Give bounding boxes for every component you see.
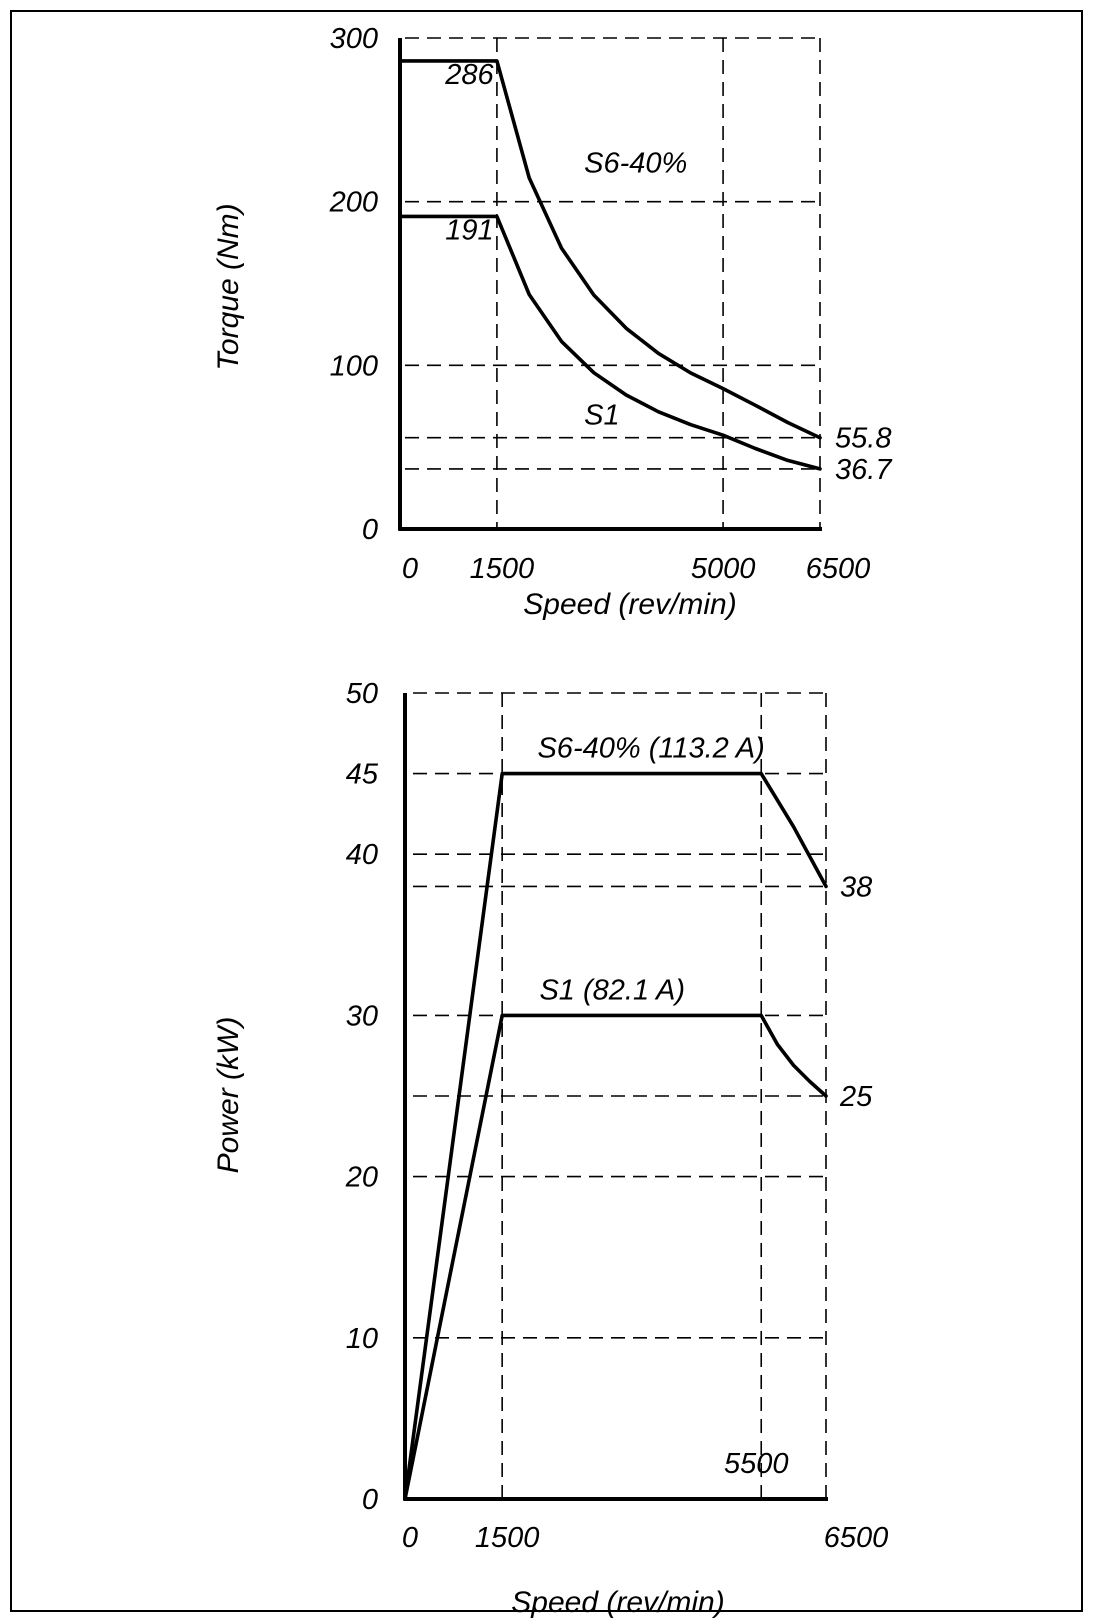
power-axes (403, 693, 828, 1501)
power-y-tick-45: 45 (346, 759, 379, 791)
power-x-axis-title: Speed (rev/min) (511, 1586, 724, 1619)
torque-annotations: 286 191 S6-40% S1 55.836.7 (444, 59, 893, 486)
torque-y-axis-title: Torque (Nm) (212, 203, 245, 370)
torque-series-s1 (398, 214, 822, 471)
power-series-label-s1-82-1-a: S1 (82.1 A) (539, 974, 685, 1006)
torque-gridlines (405, 37, 821, 529)
power-series-s1-82-1-a (403, 1013, 828, 1501)
torque-series-s6-40 (398, 59, 822, 440)
power-annotation-25: 25 (839, 1081, 873, 1113)
power-series (403, 771, 828, 1501)
torque-x-axis-title: Speed (rev/min) (523, 588, 736, 621)
power-tick-labels: 0 10 20 30 40 45 50 0 1500 6500 (345, 678, 889, 1554)
torque-chart: 0 100 200 300 0 1500 5000 6500 286 191 S6-40% S1 55… (212, 23, 893, 621)
torque-tick-labels: 0 100 200 300 0 1500 5000 6500 (329, 23, 871, 585)
power-y-tick-20: 20 (345, 1162, 378, 1194)
power-x-tick-1500: 1500 (475, 1522, 540, 1554)
power-y-tick-10: 10 (346, 1323, 378, 1355)
power-chart: 0 10 20 30 40 45 50 0 1500 6500 38 25 5500 S6-40% (1… (212, 678, 888, 1619)
power-series-s6-40-113-2-a (403, 771, 828, 1501)
torque-annotation-s1: S1 (584, 399, 619, 431)
power-annotation-38: 38 (840, 871, 872, 903)
torque-y-tick-0: 0 (362, 514, 378, 546)
power-y-tick-30: 30 (346, 1000, 378, 1032)
torque-y-tick-200: 200 (329, 187, 378, 219)
power-y-tick-40: 40 (346, 839, 378, 871)
power-x-tick-6500: 6500 (824, 1522, 889, 1554)
power-annotations: 38 25 5500 S6-40% (113.2 A) S1 (82.1 A) (537, 733, 873, 1481)
torque-annotation-55-8: 55.8 (835, 423, 891, 455)
power-annotation-5500: 5500 (724, 1448, 789, 1480)
figure-frame (10, 10, 1083, 1612)
torque-y-tick-300: 300 (330, 23, 378, 55)
torque-y-tick-100: 100 (330, 350, 378, 382)
power-series-label-s6-40-113-2-a: S6-40% (113.2 A) (537, 733, 764, 765)
torque-x-tick-6500: 6500 (806, 553, 871, 585)
torque-series (398, 59, 822, 471)
torque-x-tick-1500: 1500 (470, 553, 535, 585)
torque-annotation-s6-40: S6-40% (584, 147, 687, 179)
torque-x-tick-0: 0 (402, 553, 418, 585)
power-y-axis-title: Power (kW) (212, 1017, 245, 1174)
power-y-tick-0: 0 (362, 1484, 378, 1516)
torque-axes (398, 38, 822, 531)
torque-annotation-286: 286 (444, 59, 494, 91)
power-gridlines (413, 692, 827, 1499)
power-y-tick-50: 50 (346, 678, 378, 710)
torque-annotation-36-7: 36.7 (835, 454, 893, 486)
power-x-tick-0: 0 (402, 1522, 418, 1554)
torque-annotation-191: 191 (445, 214, 493, 246)
torque-x-tick-5000: 5000 (691, 553, 756, 585)
